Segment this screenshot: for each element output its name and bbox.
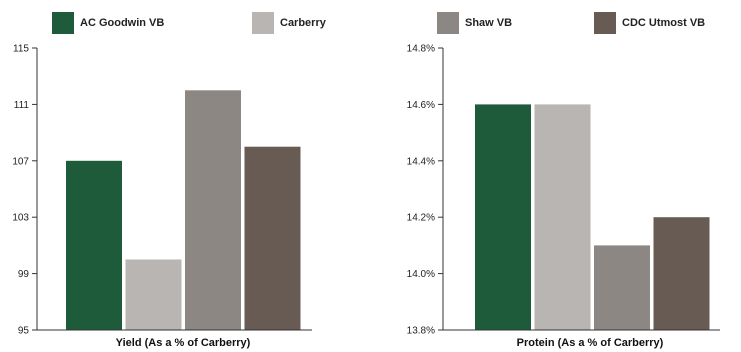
y-tick-label: 14.4% xyxy=(407,156,435,167)
legend-item-cdc-utmost: CDC Utmost VB xyxy=(594,12,705,34)
bar-cdc-utmost-vb xyxy=(244,146,301,330)
legend-swatch-cdc-utmost xyxy=(594,12,616,34)
legend-swatch-shaw xyxy=(437,12,459,34)
y-tick-label: 14.8% xyxy=(407,44,435,55)
y-tick-label: 95 xyxy=(18,326,30,337)
legend-label-shaw: Shaw VB xyxy=(465,17,513,29)
legend-label-cdc-utmost: CDC Utmost VB xyxy=(622,17,706,29)
legend-label-carberry: Carberry xyxy=(280,17,326,29)
y-tick-label: 14.6% xyxy=(407,100,435,111)
y-tick-label: 111 xyxy=(14,100,30,111)
legend-item-ac-goodwin: AC Goodwin VB xyxy=(52,12,164,34)
legend-item-shaw: Shaw VB xyxy=(437,12,512,34)
y-tick-label: 14.0% xyxy=(407,269,435,280)
bar-cdc-utmost-vb xyxy=(653,217,710,330)
bar-ac-goodwin-vb xyxy=(475,104,531,331)
y-tick-label: 103 xyxy=(12,213,29,224)
legend-label-ac-goodwin: AC Goodwin VB xyxy=(80,17,165,29)
y-axis-ticks: 13.8% 14.0% 14.2% 14.4% 14.6% 14.8% xyxy=(407,44,443,337)
legend-swatch-ac-goodwin xyxy=(52,12,74,34)
y-tick-label: 115 xyxy=(13,44,29,55)
y-tick-label: 13.8% xyxy=(407,326,435,337)
bar-carberry xyxy=(534,104,591,331)
x-axis-title: Protein (As a % of Carberry) xyxy=(517,337,664,349)
bars xyxy=(475,104,710,331)
x-axis-title: Yield (As a % of Carberry) xyxy=(116,337,251,349)
bar-ac-goodwin-vb xyxy=(66,160,122,330)
bar-shaw-vb xyxy=(185,90,241,330)
legend-swatch-carberry xyxy=(252,12,274,34)
y-tick-label: 14.2% xyxy=(407,213,435,224)
bar-shaw-vb xyxy=(594,245,650,330)
y-tick-label: 99 xyxy=(18,269,30,280)
y-axis-ticks: 95 99 103 107 111 115 xyxy=(12,44,37,337)
bar-carberry xyxy=(125,259,182,330)
legend-item-carberry: Carberry xyxy=(252,12,326,34)
bars xyxy=(66,90,301,330)
y-tick-label: 107 xyxy=(12,156,29,167)
